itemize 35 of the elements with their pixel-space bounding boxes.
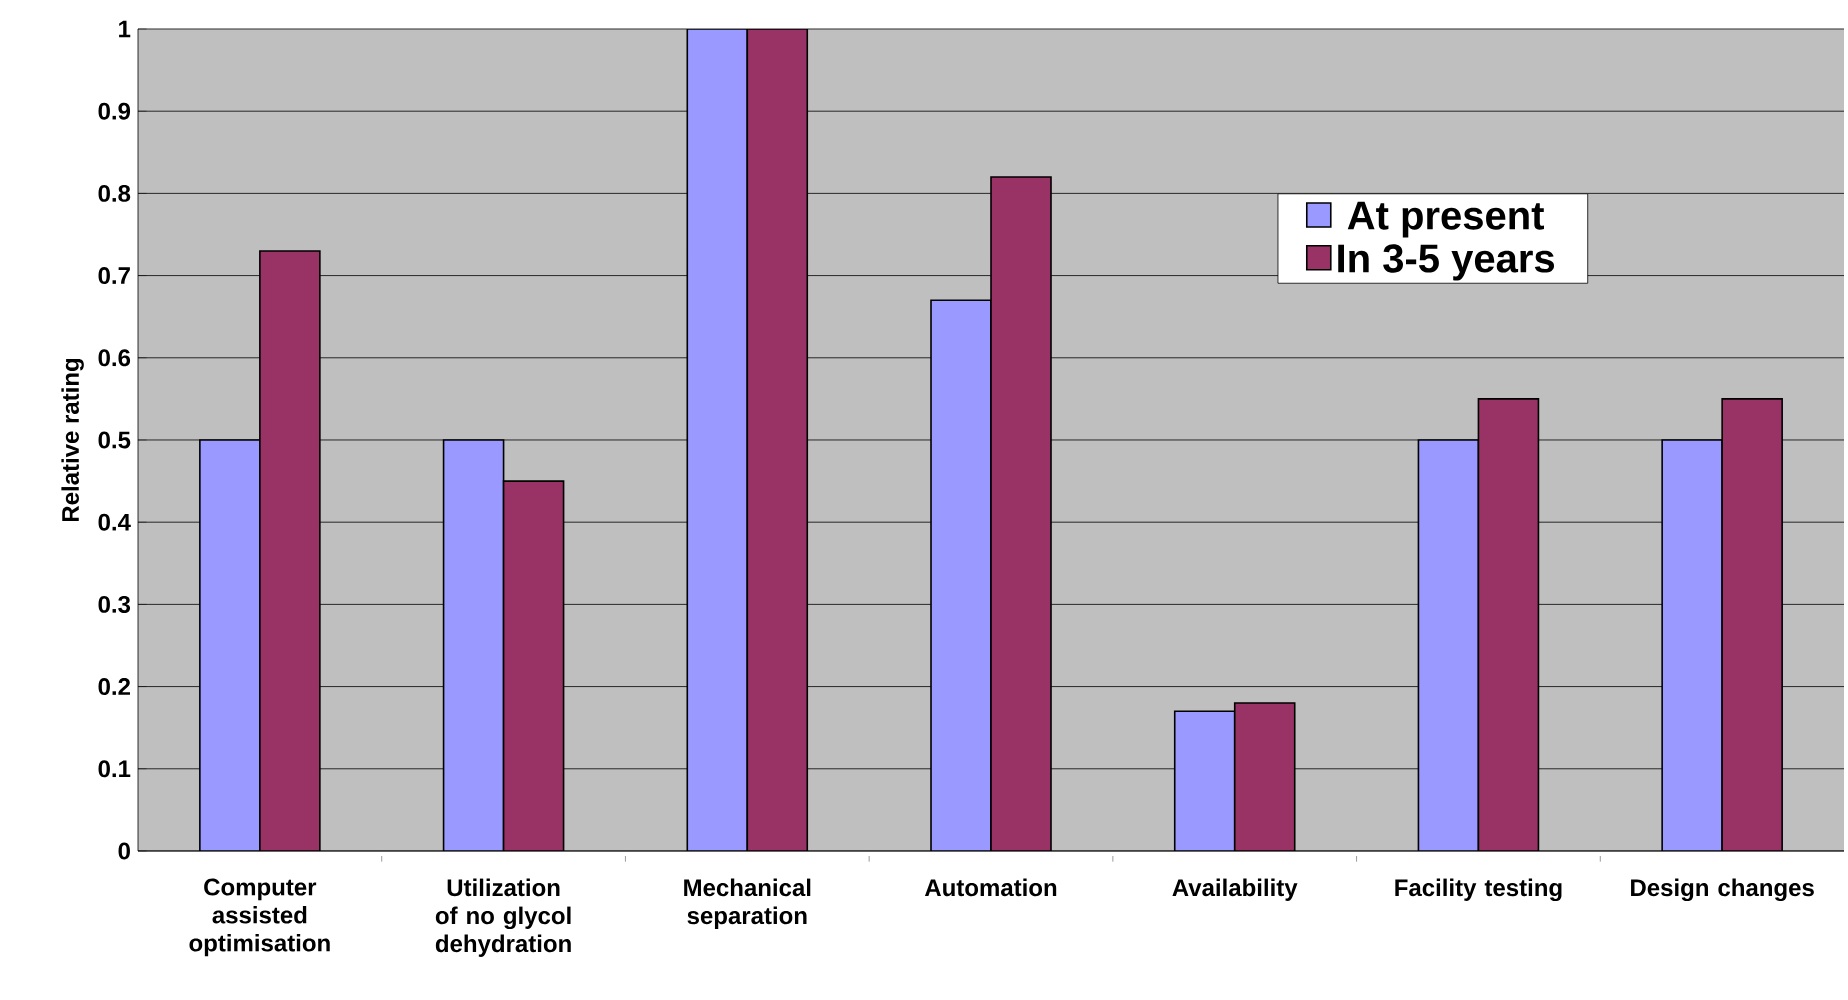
x-tick-label: Facility testing	[1395, 878, 1562, 902]
y-tick-label: 1	[119, 20, 131, 38]
bar	[199, 439, 261, 851]
y-tick-label: 0.2	[98, 678, 130, 696]
y-tick-label: 0.3	[98, 595, 131, 613]
bar	[502, 480, 565, 851]
bar	[1477, 398, 1540, 851]
x-tick-label: Utilization of no glycol dehydration	[435, 878, 571, 957]
bar	[1721, 398, 1783, 851]
x-tick-label: Design changes	[1631, 878, 1814, 902]
y-tick-label: 0	[118, 842, 130, 860]
x-tick-label: Computer assisted optimisation	[189, 878, 330, 957]
x-tick-label: Availability	[1172, 878, 1298, 901]
y-axis-title: Relative rating	[61, 358, 84, 522]
y-tick-label: 0.5	[98, 431, 131, 449]
bar	[746, 28, 809, 851]
y-tick-label: 0.8	[98, 184, 131, 202]
bar	[1173, 710, 1236, 851]
x-tick-label: Mechanical separation	[684, 878, 811, 929]
y-tick-label: 0.9	[98, 102, 131, 120]
bar	[990, 176, 1052, 851]
y-tick-label: 0.7	[98, 267, 130, 285]
bar	[1417, 439, 1480, 851]
bar	[1661, 439, 1723, 851]
bar	[930, 299, 992, 851]
y-tick-label: 0.6	[98, 349, 131, 367]
bar	[1233, 702, 1296, 851]
bar	[259, 250, 321, 851]
bar	[686, 28, 749, 851]
x-tick-label: Automation	[924, 878, 1057, 897]
y-tick-label: 0.1	[98, 760, 131, 778]
legend-label: At present	[1347, 201, 1544, 238]
legend-label: In 3-5 years	[1338, 244, 1555, 281]
bar	[442, 439, 505, 851]
y-tick-label: 0.4	[98, 513, 131, 531]
